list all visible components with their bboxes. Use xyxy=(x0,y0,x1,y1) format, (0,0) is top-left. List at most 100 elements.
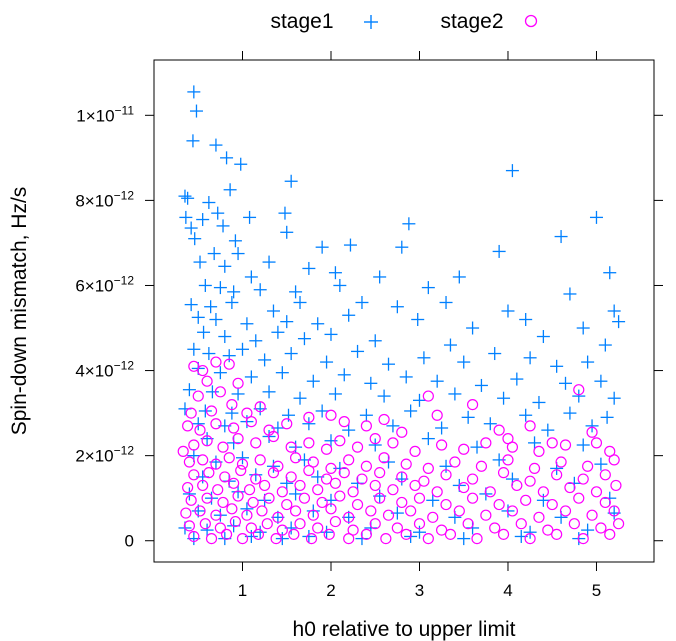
point-stage2 xyxy=(343,454,355,466)
point-stage2 xyxy=(188,360,200,372)
point-stage2 xyxy=(422,390,434,402)
point-stage2 xyxy=(210,356,222,368)
point-stage2 xyxy=(573,492,585,504)
point-stage1 xyxy=(559,376,573,390)
point-stage1 xyxy=(249,468,263,482)
point-stage2 xyxy=(360,460,372,472)
point-stage2 xyxy=(608,505,620,517)
point-stage2 xyxy=(217,441,229,453)
point-stage2 xyxy=(267,430,280,443)
point-stage1 xyxy=(452,270,466,284)
point-stage1 xyxy=(519,408,533,422)
point-stage1 xyxy=(359,408,373,422)
point-stage2 xyxy=(440,469,452,481)
point-stage1 xyxy=(421,432,435,446)
point-stage2 xyxy=(396,426,408,438)
point-stage1 xyxy=(488,347,502,361)
plot-frame xyxy=(153,59,655,563)
point-stage1 xyxy=(289,285,303,299)
point-stage1 xyxy=(225,406,239,420)
point-stage2 xyxy=(261,518,273,530)
x-tick-label: 5 xyxy=(592,581,601,600)
point-stage1 xyxy=(581,523,595,537)
point-stage1 xyxy=(443,338,457,352)
point-stage1 xyxy=(342,308,356,322)
point-stage1 xyxy=(311,317,325,331)
point-stage2 xyxy=(440,498,452,511)
point-stage1 xyxy=(253,525,267,539)
point-stage2 xyxy=(236,458,249,470)
point-stage2 xyxy=(235,464,247,477)
point-stage1 xyxy=(439,295,453,309)
point-stage2 xyxy=(347,524,359,536)
point-stage1 xyxy=(184,298,198,312)
point-stage2 xyxy=(197,479,209,492)
point-stage2 xyxy=(559,439,572,451)
point-stage1 xyxy=(492,244,506,258)
point-stage2 xyxy=(210,509,222,521)
point-stage1 xyxy=(351,344,365,358)
point-stage1 xyxy=(202,347,216,361)
point-stage2 xyxy=(449,456,461,468)
y-tick-label: 4×10−12 xyxy=(75,359,134,381)
point-stage2 xyxy=(546,498,558,511)
point-stage2 xyxy=(506,505,519,517)
point-stage2 xyxy=(436,439,448,451)
point-stage1 xyxy=(386,419,400,433)
point-stage2 xyxy=(183,520,195,532)
point-stage2 xyxy=(542,524,554,536)
point-stage2 xyxy=(391,522,403,534)
point-stage1 xyxy=(337,368,351,382)
point-stage1 xyxy=(492,453,506,467)
point-stage2 xyxy=(400,528,412,540)
point-stage2 xyxy=(201,375,213,387)
point-stage2 xyxy=(276,486,288,498)
point-stage2 xyxy=(197,454,209,466)
point-stage1 xyxy=(186,134,200,148)
point-stage1 xyxy=(600,410,614,424)
point-stage1 xyxy=(585,419,599,433)
point-stage1 xyxy=(328,266,342,280)
point-stage2 xyxy=(475,460,488,472)
point-stage2 xyxy=(188,439,200,451)
point-stage2 xyxy=(245,416,257,428)
point-stage2 xyxy=(595,522,607,534)
point-stage1 xyxy=(576,321,590,335)
point-stage1 xyxy=(342,510,356,524)
point-stage2 xyxy=(466,473,479,485)
point-stage2 xyxy=(241,407,253,419)
point-stage1 xyxy=(297,332,311,346)
point-stage2 xyxy=(252,528,265,540)
point-stage2 xyxy=(351,498,364,511)
point-stage2 xyxy=(194,505,206,517)
point-stage2 xyxy=(586,509,598,521)
point-stage1 xyxy=(198,278,212,292)
point-stage1 xyxy=(193,255,207,269)
point-stage2 xyxy=(210,418,222,430)
point-stage1 xyxy=(589,210,603,224)
point-stage1 xyxy=(280,225,294,239)
point-stage1 xyxy=(235,342,249,356)
point-stage2 xyxy=(533,445,545,457)
point-stage2 xyxy=(228,422,240,434)
point-stage1 xyxy=(519,313,533,327)
point-stage1 xyxy=(342,423,356,437)
point-stage2 xyxy=(205,405,218,417)
point-stage1 xyxy=(216,219,230,233)
point-stage2 xyxy=(497,528,510,540)
point-stage2 xyxy=(418,475,430,487)
point-stage1 xyxy=(235,451,249,465)
point-stage2 xyxy=(307,456,319,468)
point-stage1 xyxy=(249,334,263,348)
point-stage2 xyxy=(325,409,337,421)
point-stage2 xyxy=(259,479,271,492)
point-stage2 xyxy=(245,522,257,534)
point-stage1 xyxy=(343,238,357,252)
point-stage1 xyxy=(284,174,298,188)
point-stage2 xyxy=(247,496,259,509)
point-stage1 xyxy=(554,230,568,244)
point-stage1 xyxy=(240,502,254,516)
point-stage1 xyxy=(218,259,232,273)
point-stage2 xyxy=(590,486,603,498)
point-stage2 xyxy=(453,505,465,517)
